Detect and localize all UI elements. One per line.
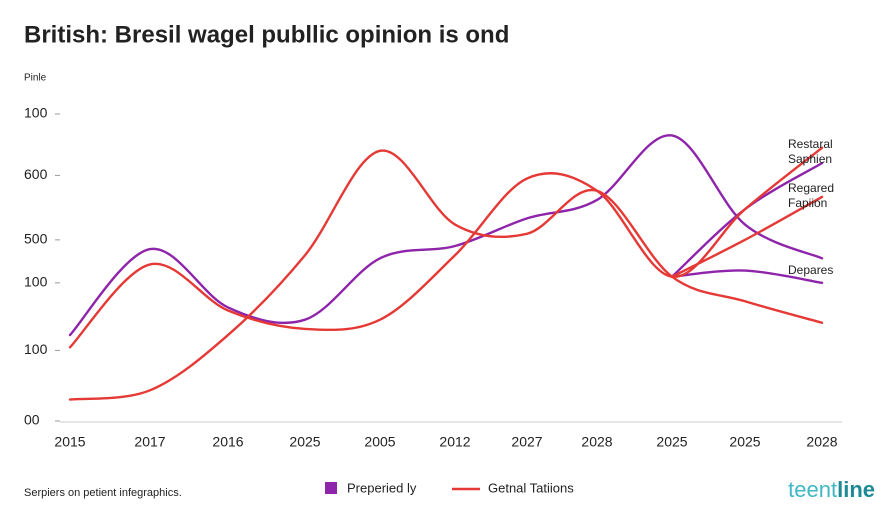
x-tick-label: 2005 (364, 434, 395, 450)
legend-label: Getnal Tatiions (488, 480, 574, 495)
y-axis-label: Pinle (24, 73, 47, 84)
legend-swatch (325, 482, 337, 494)
annotation: Restaral (788, 137, 833, 151)
x-tick-label: 2025 (656, 434, 687, 450)
series-line (670, 195, 824, 278)
annotation: Regared (788, 181, 834, 195)
series-line (68, 146, 824, 349)
x-tick-label: 2012 (439, 434, 470, 450)
series-line (68, 149, 824, 401)
brand-part: teent (788, 477, 837, 502)
y-tick-label: 00 (24, 412, 40, 428)
annotation: Depares (788, 263, 833, 277)
x-tick-label: 2027 (511, 434, 542, 450)
y-tick-label: 100 (24, 341, 48, 357)
y-tick-label: 500 (24, 231, 48, 247)
footer: Serpiers on petient infegraphics. (24, 487, 182, 499)
series-line (670, 161, 824, 278)
x-tick-label: 2025 (289, 434, 320, 450)
series-line (670, 269, 824, 285)
legend-label: Preperied ly (347, 480, 417, 495)
annotation: Saphien (788, 152, 832, 166)
brand-logo: teentline (788, 477, 875, 502)
y-tick-label: 100 (24, 105, 48, 121)
x-tick-label: 2028 (581, 434, 612, 450)
x-tick-label: 2015 (54, 434, 85, 450)
y-tick-label: 600 (24, 166, 48, 182)
x-tick-label: 2025 (729, 434, 760, 450)
x-tick-label: 2017 (134, 434, 165, 450)
x-tick-label: 2016 (212, 434, 243, 450)
brand-part: line (837, 477, 875, 502)
x-tick-label: 2028 (806, 434, 837, 450)
y-tick-label: 100 (24, 274, 48, 290)
series-line (68, 134, 824, 337)
annotation: Fapiion (788, 196, 827, 210)
chart-title: British: Bresil wagel publlic opinion is… (24, 21, 509, 48)
